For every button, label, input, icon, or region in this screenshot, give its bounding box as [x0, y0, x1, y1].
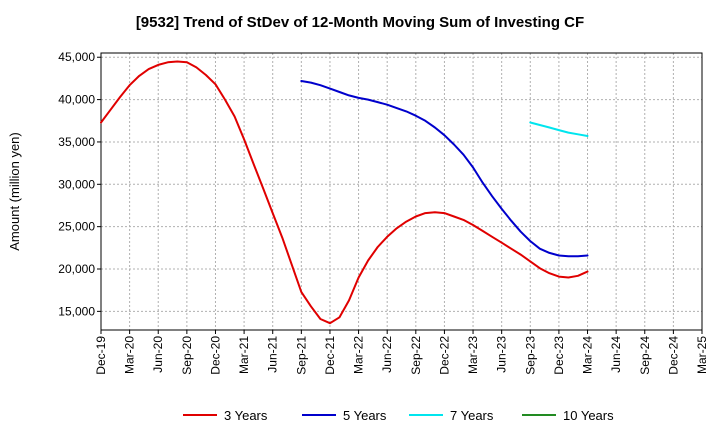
y-tick-label: 45,000 [58, 50, 95, 64]
y-tick-label: 25,000 [58, 220, 95, 234]
legend: 3 Years 5 Years 7 Years 10 Years [183, 408, 614, 423]
x-tick-label: Dec-23 [552, 336, 566, 375]
series-layer [100, 60, 589, 325]
legend-label: 5 Years [343, 408, 387, 423]
x-tick-label: Jun-21 [266, 336, 280, 373]
series-line-5-years [300, 80, 589, 258]
plot-frame [100, 52, 703, 331]
x-tick-label: Dec-19 [94, 336, 108, 375]
y-axis-label: Amount (million yen) [7, 132, 22, 251]
x-tick-label: Mar-20 [123, 336, 137, 374]
y-tick-label: 40,000 [58, 93, 95, 107]
x-tick-label: Sep-20 [180, 336, 194, 375]
x-tick-label: Sep-24 [638, 336, 652, 375]
legend-label: 10 Years [563, 408, 614, 423]
x-tick-label: Dec-20 [208, 336, 222, 375]
series-line-7-years [529, 121, 589, 137]
series-line-3-years [100, 60, 589, 325]
x-tick-label: Dec-21 [323, 336, 337, 375]
tick-layer: 15,000 20,000 25,000 30,000 35,000 40,000 45,0… [58, 50, 709, 374]
x-tick-label: Dec-24 [666, 336, 680, 375]
x-tick-label: Jun-20 [151, 336, 165, 373]
x-tick-label: Mar-21 [237, 336, 251, 374]
y-tick-label: 20,000 [58, 262, 95, 276]
x-tick-label: Jun-23 [495, 336, 509, 373]
chart-title: [9532] Trend of StDev of 12-Month Moving… [135, 14, 585, 31]
x-tick-label: Jun-22 [380, 336, 394, 373]
x-tick-label: Sep-22 [409, 336, 423, 375]
x-tick-label: Jun-24 [609, 336, 623, 373]
legend-label: 3 Years [224, 408, 268, 423]
x-tick-label: Mar-25 [695, 336, 709, 374]
x-tick-label: Sep-23 [523, 336, 537, 375]
y-tick-label: 30,000 [58, 177, 95, 191]
x-tick-label: Mar-22 [352, 336, 366, 374]
x-tick-label: Sep-21 [294, 336, 308, 375]
x-tick-label: Mar-23 [466, 336, 480, 374]
y-tick-label: 15,000 [58, 304, 95, 318]
y-tick-label: 35,000 [58, 135, 95, 149]
grid-layer [100, 53, 703, 330]
x-tick-label: Mar-24 [581, 336, 595, 374]
legend-label: 7 Years [450, 408, 494, 423]
x-tick-label: Dec-22 [437, 336, 451, 375]
